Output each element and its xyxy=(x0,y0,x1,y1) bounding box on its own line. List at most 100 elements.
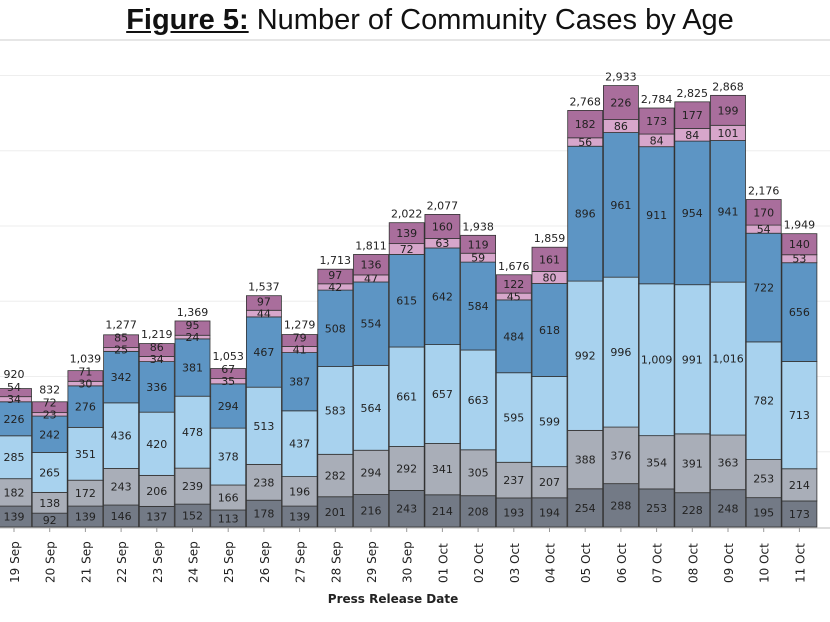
segment-value-label: 97 xyxy=(328,269,342,282)
segment-value-label: 113 xyxy=(218,512,239,525)
bar-05-oct xyxy=(567,110,604,528)
segment-value-label: 23 xyxy=(43,408,57,421)
segment-value-label: 25 xyxy=(114,343,128,356)
total-label: 1,713 xyxy=(320,254,352,267)
segment-value-label: 67 xyxy=(221,363,235,376)
segment-value-label: 139 xyxy=(75,511,96,524)
segment-value-label: 282 xyxy=(325,470,346,483)
bar-segment xyxy=(745,199,782,226)
segment-value-label: 294 xyxy=(218,400,239,413)
bar-11-oct xyxy=(781,233,818,528)
segment-value-label: 152 xyxy=(182,510,203,523)
segment-value-label: 584 xyxy=(468,300,489,313)
x-tick-label: 25 Sep xyxy=(222,541,236,583)
bar-segment xyxy=(317,268,354,285)
segment-value-label: 201 xyxy=(325,506,346,519)
bar-01-oct xyxy=(424,214,461,528)
segment-value-label: 137 xyxy=(146,511,167,524)
segment-value-label: 44 xyxy=(257,308,271,321)
bar-segment xyxy=(603,276,639,428)
segment-value-label: 285 xyxy=(4,451,25,464)
bar-segment xyxy=(245,499,282,528)
segment-value-label: 24 xyxy=(186,331,200,344)
bar-segment xyxy=(567,488,604,528)
segment-value-label: 351 xyxy=(75,448,96,461)
segment-value-label: 228 xyxy=(682,504,703,517)
bar-10-oct xyxy=(745,199,782,528)
chart-title: Figure 5: Number of Community Cases by A… xyxy=(0,4,830,37)
bar-30-sep xyxy=(388,222,425,528)
segment-value-label: 172 xyxy=(75,487,96,500)
bar-06-oct xyxy=(603,85,639,528)
segment-value-label: 54 xyxy=(757,223,771,236)
bar-segment xyxy=(745,341,782,460)
bar-segment xyxy=(674,492,711,528)
segment-value-label: 45 xyxy=(507,291,521,304)
segment-value-label: 86 xyxy=(614,120,628,133)
bar-segment xyxy=(174,395,211,469)
bar-19-sep xyxy=(0,388,32,528)
segment-value-label: 34 xyxy=(150,353,164,366)
bar-22-sep xyxy=(103,334,139,528)
segment-value-label: 782 xyxy=(753,395,774,408)
total-label: 1,219 xyxy=(141,328,173,341)
bar-segment xyxy=(603,426,639,485)
bar-segment xyxy=(174,467,211,505)
bar-segment xyxy=(567,145,604,282)
bar-segment xyxy=(353,494,389,528)
bar-segment xyxy=(388,254,425,348)
bar-07-oct xyxy=(638,107,675,528)
segment-value-label: 41 xyxy=(293,343,307,356)
segment-value-label: 642 xyxy=(432,290,453,303)
segment-value-label: 276 xyxy=(75,401,96,414)
bar-segment xyxy=(781,500,818,528)
segment-value-label: 237 xyxy=(503,474,524,487)
bar-segment xyxy=(781,361,818,470)
bar-segment xyxy=(638,435,675,490)
bar-03-oct xyxy=(495,274,532,528)
segment-value-label: 214 xyxy=(789,479,810,492)
segment-value-label: 97 xyxy=(257,296,271,309)
bar-segment xyxy=(710,434,746,491)
segment-value-label: 342 xyxy=(111,371,132,384)
x-tick-label: 02 Oct xyxy=(472,543,486,583)
bars xyxy=(0,85,818,528)
segment-value-label: 254 xyxy=(575,502,596,515)
segment-value-label: 378 xyxy=(218,451,239,464)
x-tick-label: 03 Oct xyxy=(508,543,522,583)
x-tick-label: 09 Oct xyxy=(722,543,736,583)
bar-segment xyxy=(103,334,139,349)
bar-segment xyxy=(31,401,68,414)
bar-segment xyxy=(495,299,532,374)
segment-value-label: 122 xyxy=(503,278,524,291)
segment-value-label: 216 xyxy=(361,505,382,518)
bar-segment xyxy=(531,376,568,468)
segment-value-label: 243 xyxy=(396,503,417,516)
bar-segment xyxy=(603,132,639,278)
bar-segment xyxy=(674,433,711,494)
segment-value-label: 294 xyxy=(361,466,382,479)
segment-value-label: 79 xyxy=(293,331,307,344)
bar-segment xyxy=(603,85,639,120)
x-tick-label: 11 Oct xyxy=(793,543,807,583)
total-label: 920 xyxy=(4,368,25,381)
total-label: 1,277 xyxy=(105,318,137,331)
segment-value-label: 56 xyxy=(578,136,592,149)
bar-segment xyxy=(710,94,746,126)
bar-segment xyxy=(317,366,354,455)
segment-value-label: 381 xyxy=(182,362,203,375)
bar-segment xyxy=(745,232,782,343)
segment-value-label: 178 xyxy=(253,508,274,521)
x-tick-label: 26 Sep xyxy=(258,541,272,583)
segment-value-label: 86 xyxy=(150,341,164,354)
segment-value-label: 101 xyxy=(718,127,739,140)
x-tick-labels: 19 Sep 20 Sep 21 Sep 22 Sep 23 Sep 24 Sep 25 S… xyxy=(8,528,807,583)
segment-value-label: 896 xyxy=(575,208,596,221)
segment-value-label: 195 xyxy=(753,506,774,519)
segment-value-label: 554 xyxy=(361,318,382,331)
bar-27-sep xyxy=(281,334,318,528)
bar-segment xyxy=(424,214,461,239)
segment-value-label: 239 xyxy=(182,480,203,493)
segment-value-label: 508 xyxy=(325,322,346,335)
x-tick-label: 27 Sep xyxy=(294,541,308,583)
